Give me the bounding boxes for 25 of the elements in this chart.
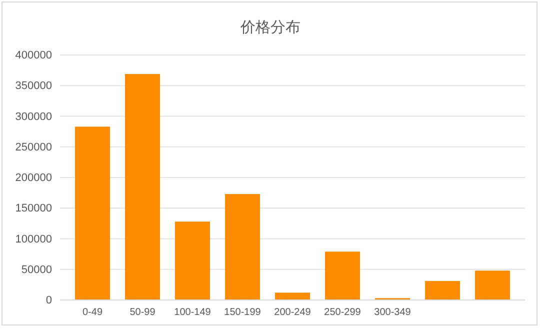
bar (475, 270, 510, 300)
bar (425, 281, 460, 300)
y-tick-label: 100000 (15, 233, 52, 246)
y-tick-label: 50000 (21, 264, 52, 276)
bar (125, 74, 160, 300)
x-tick-label: 50-99 (130, 307, 156, 318)
bar (325, 252, 360, 300)
x-tick-label: 100-149 (174, 307, 212, 318)
x-tick-label: 0-49 (82, 307, 103, 318)
x-tick-label: 200-249 (274, 307, 312, 318)
y-tick-label: 300000 (15, 110, 52, 123)
bar (225, 194, 260, 300)
bar (175, 222, 210, 300)
bar (75, 126, 110, 300)
y-tick-label: 200000 (15, 172, 52, 184)
bar (275, 292, 310, 300)
y-tick-label: 400000 (15, 50, 52, 62)
y-tick-label: 250000 (15, 141, 52, 154)
y-tick-label: 350000 (15, 80, 52, 92)
x-tick-label: 150-199 (224, 307, 262, 318)
chart-title: 价格分布 (240, 18, 300, 36)
y-tick-label: 150000 (15, 202, 52, 215)
x-tick-label: 300-349 (374, 307, 412, 318)
y-tick-label: 0 (46, 294, 52, 307)
x-tick-label: 250-299 (324, 307, 362, 318)
